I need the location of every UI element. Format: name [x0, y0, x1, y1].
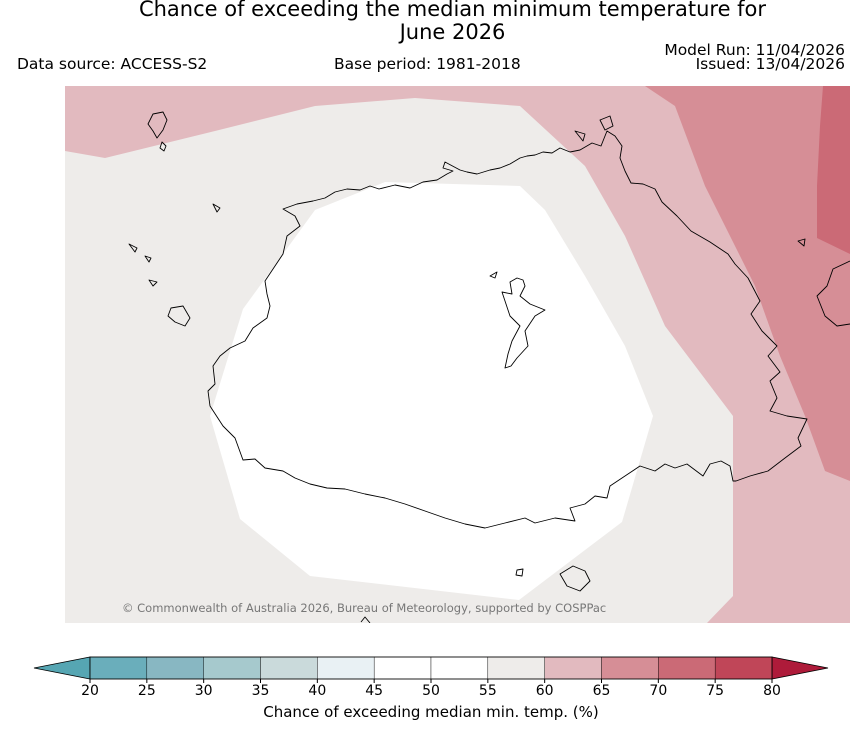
colorbar-tick-label: 75 [706, 683, 724, 699]
islet-west-2 [144, 255, 152, 263]
islet-nw-2 [212, 203, 221, 213]
colorbar-swatch [601, 656, 659, 680]
colorbar-swatch [430, 656, 489, 680]
colorbar-over-arrow [771, 656, 829, 680]
data-source-label: Data source: ACCESS-S2 [17, 55, 208, 73]
colorbar-tick-label: 70 [649, 683, 667, 699]
colorbar-under-arrow [33, 656, 91, 680]
islet-east-1 [797, 238, 806, 247]
colorbar-tick-label: 40 [308, 683, 326, 699]
kadavu-west-coast [147, 111, 168, 139]
colorbar-tick-label: 65 [593, 683, 611, 699]
colorbar-tick-label: 55 [479, 683, 497, 699]
copyright-notice: © Commonwealth of Australia 2026, Bureau… [122, 601, 607, 615]
forecast-map [65, 86, 850, 623]
coastline [128, 111, 850, 623]
colorbar-swatch [658, 656, 716, 680]
colorbar-tick-label: 35 [252, 683, 270, 699]
colorbar-swatch [487, 656, 545, 680]
colorbar-tick-label: 20 [81, 683, 99, 699]
title-line-2: June 2026 [399, 20, 506, 44]
issued-label: Issued: 13/04/2026 [695, 55, 845, 73]
colorbar-tick-label: 25 [138, 683, 156, 699]
colorbar-tick-label: 50 [422, 683, 440, 699]
colorbar: 20 25 30 35 40 45 50 55 60 65 70 75 80 [30, 650, 830, 706]
zone-60-65 [65, 86, 850, 623]
colorbar-swatch [544, 656, 602, 680]
colorbar-swatch [89, 656, 148, 680]
title-line-1: Chance of exceeding the median minimum t… [138, 0, 767, 21]
colorbar-swatch [203, 656, 261, 680]
base-period-label: Base period: 1981-2018 [334, 55, 521, 73]
zone-70-75 [817, 86, 850, 254]
islet-west-3 [148, 279, 158, 287]
colorbar-swatch [146, 656, 204, 680]
islet-west-4 [167, 305, 191, 327]
islet-north [489, 271, 498, 279]
ovalau-island-coast [501, 277, 546, 369]
islet-south-2 [559, 565, 591, 592]
islet-south-1 [515, 568, 524, 577]
chart-title: Chance of exceeding the median minimum t… [0, 0, 862, 44]
colorbar-swatch [714, 656, 773, 680]
zone-45-55 [210, 182, 653, 600]
islet-ne-2 [599, 115, 614, 131]
colorbar-swatch [373, 656, 432, 680]
colorbar-label: Chance of exceeding median min. temp. (%… [263, 703, 599, 721]
zone-65-70 [645, 86, 850, 481]
islet-west-1 [128, 243, 138, 253]
colorbar-swatch [260, 656, 318, 680]
islet-sw [360, 616, 371, 623]
colorbar-tick-label: 45 [365, 683, 383, 699]
colorbar-tick-label: 60 [536, 683, 554, 699]
viti-levu-coast [207, 130, 808, 529]
colorbar-tick-label: 80 [763, 683, 781, 699]
colorbar-swatch [317, 656, 375, 680]
islet-ne-1 [574, 130, 586, 142]
model-run-label: Model Run: 11/04/2026 [664, 41, 845, 59]
islet-nw-1 [159, 141, 167, 152]
colorbar-tick-label: 30 [195, 683, 213, 699]
vanua-levu-tip [816, 260, 850, 327]
